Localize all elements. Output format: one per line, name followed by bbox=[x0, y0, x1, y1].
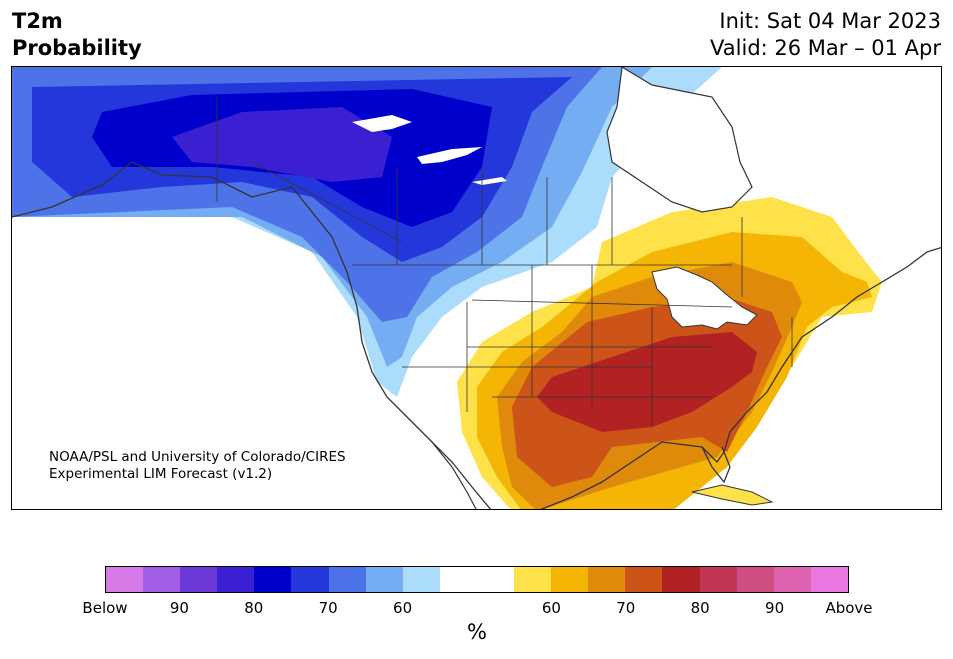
colorbar-segment bbox=[143, 567, 181, 592]
colorbar-segment bbox=[736, 567, 774, 592]
colorbar-segment bbox=[180, 567, 218, 592]
colorbar-segment bbox=[588, 567, 626, 592]
colorbar-tick-label: 80 bbox=[244, 599, 264, 617]
colorbar-tick-label: 70 bbox=[318, 599, 338, 617]
colorbar-segment bbox=[365, 567, 403, 592]
colorbar-segment bbox=[514, 567, 552, 592]
admin-borders bbox=[216, 97, 793, 427]
colorbar-tick-label: 60 bbox=[541, 599, 561, 617]
map-title: T2m Probability bbox=[12, 8, 142, 62]
colorbar-segment bbox=[810, 567, 848, 592]
colorbar-segment bbox=[291, 567, 329, 592]
florida bbox=[701, 446, 731, 484]
cold-shade-80 bbox=[172, 107, 392, 182]
colorbar-segment bbox=[217, 567, 255, 592]
great-bear-lake bbox=[352, 115, 412, 132]
colorbar-unit: % bbox=[467, 620, 487, 644]
credit-text: NOAA/PSL and University of Colorado/CIRE… bbox=[49, 449, 346, 483]
colorbar-tick-label: Above bbox=[825, 599, 873, 617]
forecast-map bbox=[11, 66, 942, 510]
colorbar-segment bbox=[662, 567, 700, 592]
colorbar-tick-label: 90 bbox=[765, 599, 785, 617]
hudson-bay bbox=[606, 67, 753, 213]
colorbar-tick-label: Below bbox=[82, 599, 128, 617]
credit-line-2: Experimental LIM Forecast (v1.2) bbox=[49, 466, 273, 482]
colorbar-tick-label: 80 bbox=[690, 599, 710, 617]
forecast-dates: Init: Sat 04 Mar 2023 Valid: 26 Mar – 01… bbox=[710, 8, 941, 62]
valid-dates: Valid: 26 Mar – 01 Apr bbox=[710, 36, 941, 60]
baja-coast bbox=[431, 441, 477, 509]
colorbar-segment bbox=[402, 567, 440, 592]
cuba bbox=[691, 484, 774, 506]
colorbar-segment bbox=[773, 567, 811, 592]
probability-map bbox=[12, 67, 941, 509]
colorbar-segment bbox=[625, 567, 663, 592]
colorbar-segment bbox=[328, 567, 366, 592]
colorbar-segment bbox=[551, 567, 589, 592]
credit-line-1: NOAA/PSL and University of Colorado/CIRE… bbox=[49, 449, 346, 465]
probability-colorbar bbox=[105, 566, 849, 593]
title-line-2: Probability bbox=[12, 36, 142, 60]
coastline bbox=[12, 161, 941, 509]
colorbar-tick-label: 60 bbox=[393, 599, 413, 617]
colorbar-segment bbox=[699, 567, 737, 592]
colorbar-segment bbox=[439, 567, 477, 592]
colorbar-segment bbox=[476, 567, 515, 592]
great-lakes bbox=[651, 266, 758, 330]
great-slave-lake bbox=[417, 147, 482, 164]
colorbar-tick-label: 90 bbox=[169, 599, 189, 617]
colorbar-segment bbox=[106, 567, 144, 592]
colorbar-segment bbox=[254, 567, 292, 592]
lake-athabasca bbox=[472, 177, 507, 185]
title-line-1: T2m bbox=[12, 9, 63, 33]
colorbar-tick-label: 70 bbox=[616, 599, 636, 617]
init-date: Init: Sat 04 Mar 2023 bbox=[719, 9, 941, 33]
